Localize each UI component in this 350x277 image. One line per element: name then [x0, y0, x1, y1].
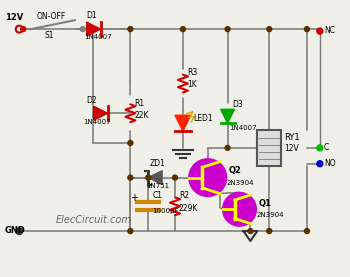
Text: S1: S1: [44, 31, 54, 40]
Circle shape: [128, 229, 133, 234]
Circle shape: [248, 229, 253, 234]
Polygon shape: [175, 115, 191, 131]
Polygon shape: [94, 106, 107, 120]
Text: RY1: RY1: [284, 133, 300, 142]
Text: 1N4007: 1N4007: [230, 125, 257, 131]
Circle shape: [128, 27, 133, 32]
Circle shape: [181, 27, 186, 32]
Text: Q2: Q2: [229, 166, 241, 175]
Text: 229K: 229K: [179, 204, 198, 213]
Text: ElecCircuit.com: ElecCircuit.com: [56, 215, 132, 225]
Circle shape: [225, 145, 230, 150]
Text: 2N3904: 2N3904: [256, 212, 284, 218]
Circle shape: [225, 27, 230, 32]
Text: Q1: Q1: [258, 199, 271, 208]
Text: D3: D3: [232, 100, 243, 109]
Text: D1: D1: [87, 11, 97, 20]
Circle shape: [304, 229, 309, 234]
Text: R1: R1: [134, 99, 145, 108]
Circle shape: [267, 229, 272, 234]
Text: 1000μF: 1000μF: [152, 208, 179, 214]
Text: R3: R3: [187, 68, 197, 77]
Bar: [257, 130, 281, 166]
Circle shape: [189, 159, 226, 196]
Circle shape: [173, 175, 177, 180]
Text: ON-OFF: ON-OFF: [37, 12, 66, 21]
Circle shape: [223, 193, 256, 226]
Circle shape: [16, 228, 23, 235]
Text: C1: C1: [152, 191, 162, 200]
Text: 1N751: 1N751: [146, 183, 169, 189]
Text: LED1: LED1: [193, 114, 212, 123]
Text: NO: NO: [324, 159, 335, 168]
Text: GND: GND: [4, 226, 25, 235]
Text: 2N3904: 2N3904: [226, 179, 254, 186]
Text: R2: R2: [179, 191, 189, 200]
Text: C: C: [324, 143, 329, 152]
Circle shape: [146, 175, 151, 180]
Text: 1N4007: 1N4007: [83, 119, 110, 125]
Text: ZD1: ZD1: [149, 159, 165, 168]
Circle shape: [128, 140, 133, 145]
Text: 12V: 12V: [5, 13, 23, 22]
Polygon shape: [220, 109, 234, 123]
Text: 22K: 22K: [134, 111, 149, 120]
Text: 1N4007: 1N4007: [84, 34, 111, 40]
Text: 12V: 12V: [284, 144, 299, 153]
Circle shape: [128, 175, 133, 180]
Polygon shape: [148, 171, 162, 184]
Circle shape: [16, 26, 23, 33]
Circle shape: [267, 27, 272, 32]
Circle shape: [304, 27, 309, 32]
Circle shape: [317, 145, 323, 151]
Text: D2: D2: [87, 96, 97, 105]
Text: 1K: 1K: [187, 79, 197, 89]
Polygon shape: [87, 22, 100, 36]
Circle shape: [80, 27, 85, 32]
Circle shape: [317, 28, 323, 34]
Circle shape: [317, 161, 323, 167]
Circle shape: [21, 27, 26, 32]
Text: NC: NC: [324, 26, 335, 35]
Text: +: +: [130, 193, 138, 203]
